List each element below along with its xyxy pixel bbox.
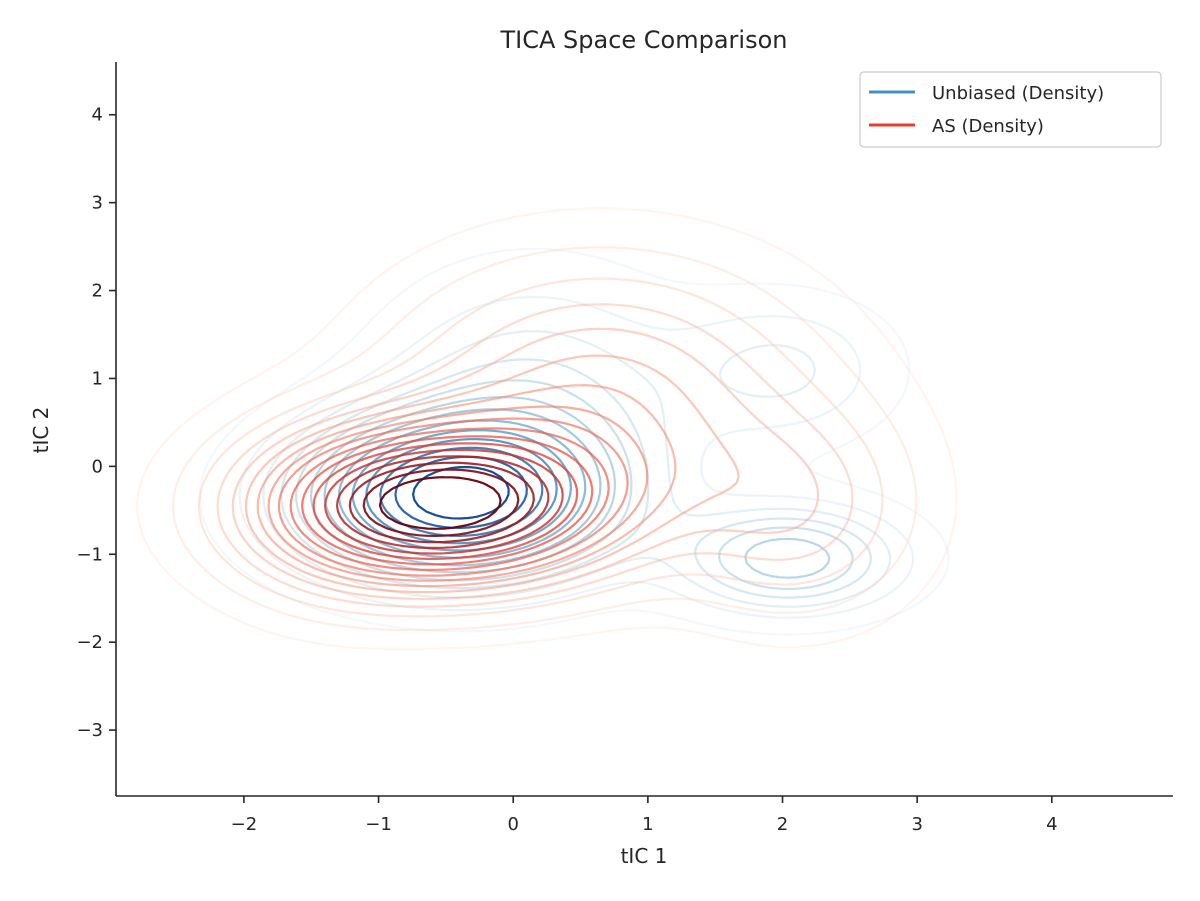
y-axis-title: tIC 2 bbox=[29, 407, 53, 454]
contour-level bbox=[301, 435, 594, 566]
contour-level bbox=[336, 455, 550, 549]
y-tick-label: −1 bbox=[76, 544, 103, 565]
x-tick-label: −2 bbox=[231, 814, 258, 835]
contour-level bbox=[348, 461, 535, 544]
contour-level bbox=[172, 246, 918, 632]
chart-title: TICA Space Comparison bbox=[499, 26, 787, 54]
contour-level bbox=[244, 354, 740, 594]
contour-level bbox=[312, 442, 579, 560]
contour-level bbox=[256, 384, 677, 588]
contour-level bbox=[362, 468, 520, 537]
legend-frame bbox=[859, 71, 1162, 148]
y-tick-label: 4 bbox=[92, 105, 103, 126]
y-tick-label: 1 bbox=[92, 368, 103, 389]
contour-level bbox=[412, 465, 510, 520]
x-axis-title: tIC 1 bbox=[621, 844, 668, 868]
legend: Unbiased (Density) AS (Density) bbox=[859, 71, 1162, 148]
x-tick-label: 4 bbox=[1046, 814, 1057, 835]
contour-level bbox=[198, 247, 950, 636]
y-tick-label: −2 bbox=[76, 632, 103, 653]
x-tick-label: 0 bbox=[507, 814, 518, 835]
legend-label-as: AS (Density) bbox=[932, 116, 1044, 137]
x-tick-label: 2 bbox=[777, 814, 788, 835]
y-tick-label: 0 bbox=[92, 456, 103, 477]
contour-level bbox=[231, 327, 820, 600]
axes: −2 −1 0 1 2 3 4 −3 −2 −1 0 1 2 3 4 bbox=[76, 62, 1173, 835]
contour-level bbox=[197, 277, 884, 618]
contour-level bbox=[136, 207, 958, 651]
contour-level bbox=[378, 476, 502, 530]
contour-level bbox=[267, 405, 649, 582]
contour-level bbox=[289, 427, 610, 571]
x-tick-label: −1 bbox=[365, 814, 392, 835]
contour-level bbox=[216, 303, 854, 608]
contour-level bbox=[277, 417, 629, 577]
contour-series-1 bbox=[136, 207, 958, 651]
legend-label-unbiased: Unbiased (Density) bbox=[932, 83, 1104, 104]
x-tick-label: 1 bbox=[642, 814, 653, 835]
contour-level bbox=[324, 448, 564, 555]
y-tick-label: −3 bbox=[76, 720, 103, 741]
contours-layer bbox=[136, 207, 958, 651]
y-tick-label: 3 bbox=[92, 193, 103, 214]
x-tick-label: 3 bbox=[911, 814, 922, 835]
y-tick-label: 2 bbox=[92, 281, 103, 302]
